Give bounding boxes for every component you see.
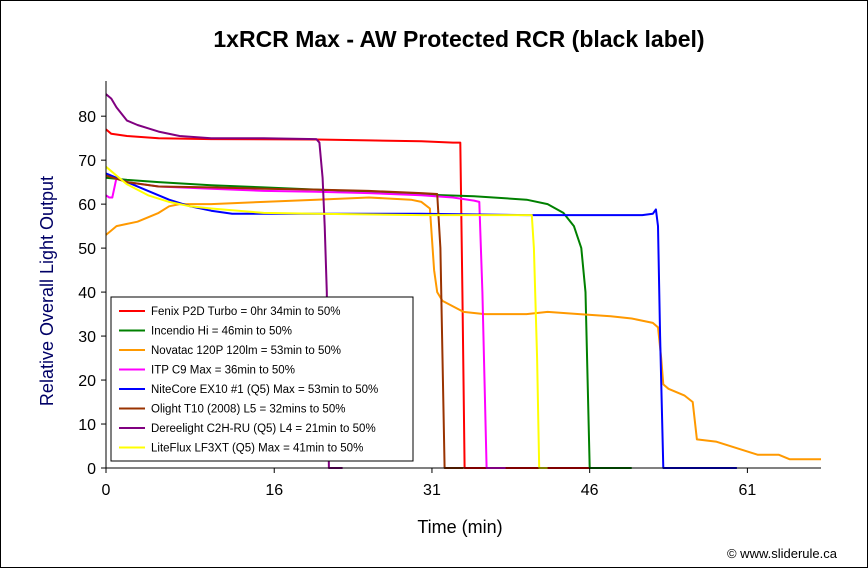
series-layer	[105, 93, 821, 469]
y-tick-label: 10	[78, 417, 96, 434]
series-line-7	[105, 93, 343, 469]
x-axis-title: Time (min)	[417, 517, 502, 537]
y-tick-label: 70	[78, 153, 96, 170]
legend-label-2: Incendio Hi = 46min to 50%	[151, 326, 292, 338]
legend-label-6: Olight T10 (2008) L5 = 32mins to 50%	[151, 404, 345, 416]
credit-text: © www.sliderule.ca	[727, 546, 838, 561]
y-axis-title: Relative Overall Light Output	[37, 176, 57, 406]
series-line-2	[105, 176, 632, 469]
y-tick-label: 20	[78, 373, 96, 390]
chart-title: 1xRCR Max - AW Protected RCR (black labe…	[213, 26, 704, 52]
x-tick-label: 31	[423, 482, 441, 499]
legend-label-3: Novatac 120P 120lm = 53min to 50%	[151, 345, 341, 357]
x-tick-label: 16	[265, 482, 283, 499]
x-tick-label: 61	[738, 482, 756, 499]
legend-label-5: NiteCore EX10 #1 (Q5) Max = 53min to 50%	[151, 384, 378, 396]
y-tick-label: 40	[78, 285, 96, 302]
legend-label-4: ITP C9 Max = 36min to 50%	[151, 365, 295, 377]
legend: Fenix P2D Turbo = 0hr 34min to 50% Incend…	[110, 296, 414, 462]
y-tick-label: 30	[78, 329, 96, 346]
series-line-3	[105, 196, 821, 461]
legend-label-7: Dereelight C2H-RU (Q5) L4 = 21min to 50%	[151, 423, 376, 435]
legend-box	[110, 296, 414, 462]
legend-label-8: LiteFlux LF3XT (Q5) Max = 41min to 50%	[151, 443, 363, 455]
axes-layer	[101, 81, 821, 473]
legend-label-1: Fenix P2D Turbo = 0hr 34min to 50%	[151, 306, 341, 318]
y-tick-label: 0	[87, 461, 96, 478]
y-tick-label: 80	[78, 109, 96, 126]
series-line-5	[105, 172, 737, 469]
series-line-1	[105, 128, 590, 469]
series-line-4	[105, 176, 506, 469]
series-line-8	[105, 166, 548, 469]
series-line-6	[105, 174, 464, 469]
x-tick-label: 0	[102, 482, 111, 499]
y-tick-label: 50	[78, 241, 96, 258]
tick-labels: 0 10 20 30 40 50 60 70 80 0 16 31 46 61	[78, 109, 756, 499]
y-tick-label: 60	[78, 197, 96, 214]
x-tick-label: 46	[581, 482, 599, 499]
